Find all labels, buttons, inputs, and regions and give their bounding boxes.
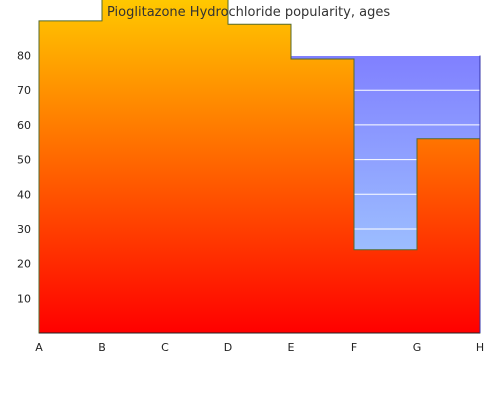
y-tick-label: 80 xyxy=(17,50,31,63)
step-area-series xyxy=(38,0,481,334)
x-tick-label: H xyxy=(476,341,484,354)
y-tick-label: 70 xyxy=(17,84,31,97)
axes xyxy=(39,55,481,334)
x-tick-label: F xyxy=(351,341,357,354)
x-tick-label: A xyxy=(35,341,43,354)
x-tick-label: G xyxy=(413,341,422,354)
y-tick-label: 60 xyxy=(17,119,31,132)
y-tick-label: 40 xyxy=(17,188,31,201)
y-tick-label: 20 xyxy=(17,258,31,271)
x-tick-label: E xyxy=(288,341,295,354)
chart-title: Pioglitazone Hydrochloride popularity, a… xyxy=(107,5,390,20)
x-tick-label: C xyxy=(161,341,169,354)
x-tick-label: B xyxy=(98,341,106,354)
y-tick-label: 50 xyxy=(17,154,31,167)
x-tick-label: D xyxy=(224,341,232,354)
y-tick-label: 10 xyxy=(17,292,31,305)
area-layer xyxy=(38,0,481,334)
tick-labels: 10 20 30 40 50 60 70 80 A B C D E F G H xyxy=(17,50,484,355)
y-tick-label: 30 xyxy=(17,223,31,236)
